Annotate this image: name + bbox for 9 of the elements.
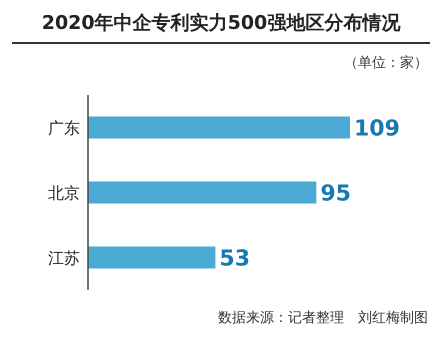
y-tick-label: 北京 [48,184,80,202]
chart-title: 2020年中企专利实力500强地区分布情况 [42,12,402,34]
text: （单位：家） [344,55,428,71]
y-tick-label: 江苏 [48,248,80,268]
data-label: 109 [354,116,400,142]
data-label: 53 [219,246,250,272]
data-label: 95 [320,182,351,206]
y-tick-label: 广东 [48,118,80,138]
source-note: 数据来源：记者整理 刘红梅制图 [218,310,428,326]
